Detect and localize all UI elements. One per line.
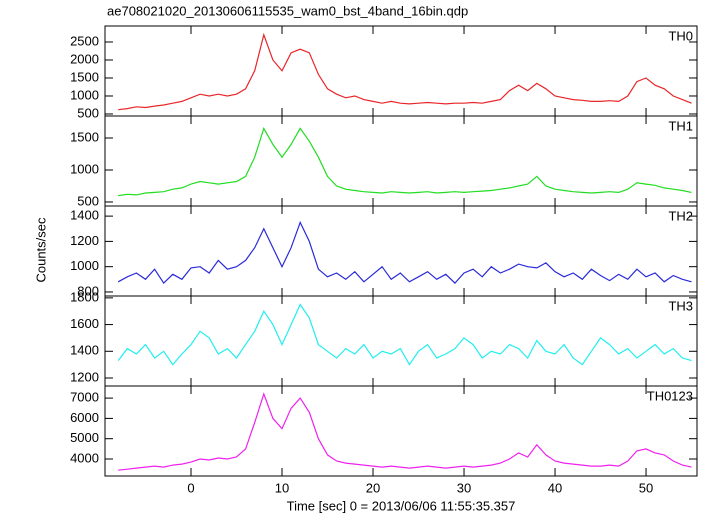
x-tick-label: 20 — [366, 480, 380, 495]
y-tick-label: 1800 — [70, 289, 99, 304]
y-tick-label: 6000 — [70, 410, 99, 425]
y-tick-label: 800 — [77, 283, 99, 298]
y-tick-label: 1200 — [70, 369, 99, 384]
panel-frame — [104, 385, 698, 477]
chart-title: ae708021020_20130606115535_wam0_bst_4ban… — [107, 3, 468, 18]
y-tick-label: 1400 — [70, 343, 99, 358]
y-tick-label: 1200 — [70, 233, 99, 248]
light-curve — [118, 32, 692, 111]
x-tick-label: 30 — [457, 480, 471, 495]
y-axis-label: Counts/sec — [33, 217, 48, 283]
panel-label: TH0123 — [647, 388, 693, 403]
y-tick-label: 1500 — [70, 129, 99, 144]
x-tick-label: 50 — [639, 480, 653, 495]
x-tick-label: 10 — [275, 480, 289, 495]
light-curve — [118, 392, 692, 471]
panel-label: TH0 — [668, 28, 693, 43]
y-tick-label: 4000 — [70, 450, 99, 465]
y-tick-label: 5000 — [70, 430, 99, 445]
panel-label: TH1 — [668, 118, 693, 133]
y-tick-label: 1400 — [70, 208, 99, 223]
y-tick-label: 1000 — [70, 161, 99, 176]
y-tick-label: 500 — [77, 193, 99, 208]
panel-label: TH3 — [668, 298, 693, 313]
y-tick-label: 2000 — [70, 51, 99, 66]
light-curve — [117, 220, 692, 285]
y-tick-label: 2500 — [70, 33, 99, 48]
light-curve — [117, 303, 692, 366]
panel-frame — [104, 205, 698, 297]
x-tick-label: 0 — [187, 480, 194, 495]
light-curve — [118, 126, 692, 197]
panel-frame — [104, 25, 698, 117]
y-tick-label: 1500 — [70, 69, 99, 84]
x-tick-label: 40 — [548, 480, 562, 495]
panel-label: TH2 — [668, 208, 693, 223]
y-tick-label: 1600 — [70, 316, 99, 331]
y-tick-label: 500 — [77, 105, 99, 120]
y-tick-label: 1000 — [70, 87, 99, 102]
x-axis-label: Time [sec] 0 = 2013/06/06 11:55:35.357 — [287, 498, 516, 513]
y-tick-label: 1000 — [70, 258, 99, 273]
y-tick-label: 7000 — [70, 390, 99, 405]
